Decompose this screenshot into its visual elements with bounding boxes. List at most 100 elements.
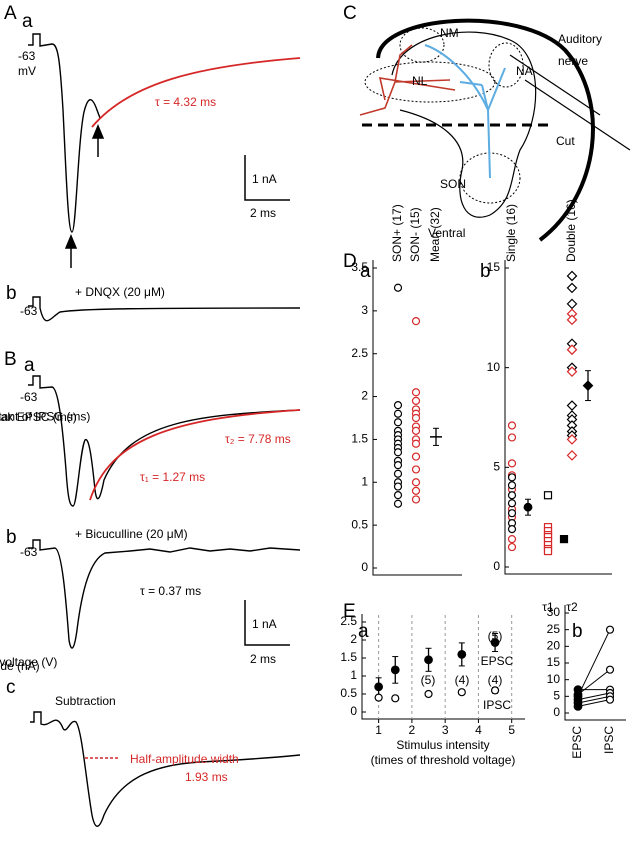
axis: [372, 260, 462, 576]
point: [411, 317, 421, 326]
axis: [564, 605, 626, 721]
pair-line: [577, 692, 611, 701]
fit-curve: [89, 409, 301, 501]
point: [411, 465, 421, 474]
point: [566, 400, 578, 411]
brain-outline: [376, 18, 595, 242]
series-label: Mean (32): [428, 207, 442, 262]
scale-label: 2 ms: [250, 652, 276, 666]
tau-label: τ₂ = 7.78 ms: [225, 432, 291, 446]
point: [507, 542, 517, 552]
point: [507, 491, 517, 500]
point: [507, 459, 517, 468]
trace: [28, 296, 301, 322]
point: [391, 694, 400, 703]
brainstem: [391, 31, 537, 218]
series-label: EPSC: [481, 654, 514, 668]
series-label: SON+ (17): [390, 204, 404, 262]
axis: [504, 260, 612, 575]
y-tick-label: 3.5: [351, 260, 368, 274]
point: [507, 509, 517, 518]
axon: [359, 44, 456, 116]
point: [393, 448, 403, 457]
point: [582, 380, 594, 391]
x-tick-label: τ1: [542, 600, 554, 614]
point: [605, 695, 615, 704]
tau-label: τ = 4.32 ms: [155, 95, 216, 109]
y-tick-label: 10: [487, 360, 501, 374]
point: [411, 426, 421, 435]
panel-letter: B: [4, 349, 17, 370]
y-axis-label: Threshold voltage (V): [0, 655, 57, 669]
y-tick-label: 2: [350, 632, 357, 646]
y-tick-label: 0: [493, 559, 500, 573]
point: [393, 499, 403, 508]
y-tick-label: 1.5: [340, 650, 357, 664]
y-tick-label: 30: [547, 605, 561, 619]
point: [566, 344, 578, 356]
point: [374, 693, 383, 702]
nucleus-label: NL: [412, 74, 428, 88]
x-tick-label: 5: [508, 723, 515, 737]
point: [457, 650, 467, 659]
x-tick-label: 3: [442, 723, 449, 737]
point: [507, 421, 517, 430]
annotation: (5): [421, 673, 436, 687]
point: [507, 481, 517, 490]
series-label: SON- (15): [408, 207, 422, 262]
point: [566, 282, 578, 294]
panel-letter: b: [6, 283, 17, 304]
panel-letter: c: [6, 677, 16, 698]
point: [393, 469, 403, 478]
charts: 0 0.5 1 1.5 2 2.5 3 3.5 Peak IPSC-Peak EPSC (ms)…: [0, 199, 626, 767]
axis: [361, 614, 525, 720]
x-axis-label: (times of threshold voltage): [371, 753, 516, 767]
panel-letter: a: [24, 355, 35, 376]
scale-bar: [244, 600, 290, 646]
condition: + DNQX (20 μM): [75, 285, 165, 299]
y-tick-label: 15: [487, 260, 501, 274]
y-tick-label: 15: [547, 655, 561, 669]
y-tick-label: 0.5: [351, 517, 368, 531]
point: [566, 366, 578, 378]
annotation: (5): [488, 629, 503, 643]
point: [457, 688, 466, 697]
y-tick-label: 2.5: [340, 614, 357, 628]
x-tick-label: IPSC: [602, 726, 616, 754]
point: [411, 396, 421, 405]
point: [523, 502, 533, 512]
tau-label: τ₁ = 1.27 ms: [140, 470, 205, 484]
nucleus: [364, 61, 496, 103]
nucleus-label: NA: [516, 64, 533, 78]
point: [411, 495, 421, 504]
point: [573, 701, 583, 711]
point: [566, 314, 578, 326]
rest-potential: -63: [20, 304, 38, 318]
condition: + Bicuculline (20 μM): [75, 527, 188, 541]
y-tick-label: 0: [361, 560, 368, 574]
projection: [424, 44, 506, 179]
rest-potential: -63: [18, 49, 36, 63]
nerve: [509, 54, 631, 151]
trace: [28, 539, 301, 649]
x-tick-label: EPSC: [570, 726, 584, 759]
fit-curve: [91, 57, 301, 128]
group-label: Single (16): [504, 204, 518, 262]
point: [411, 478, 421, 487]
point: [543, 491, 553, 500]
point: [393, 491, 403, 500]
point: [507, 525, 517, 534]
panel-letter: b: [6, 527, 17, 548]
point: [507, 433, 517, 442]
scale-label: 1 nA: [252, 617, 277, 631]
pair-line: [577, 669, 611, 696]
point: [490, 686, 500, 695]
point: [507, 534, 517, 544]
panel-letter: E: [343, 601, 356, 622]
point: [490, 638, 500, 647]
point: [393, 482, 403, 491]
nucleus-label: NM: [440, 26, 459, 40]
condition: Subtraction: [55, 694, 116, 708]
y-tick-label: 10: [547, 672, 561, 686]
y-tick-label: 5: [493, 460, 500, 474]
